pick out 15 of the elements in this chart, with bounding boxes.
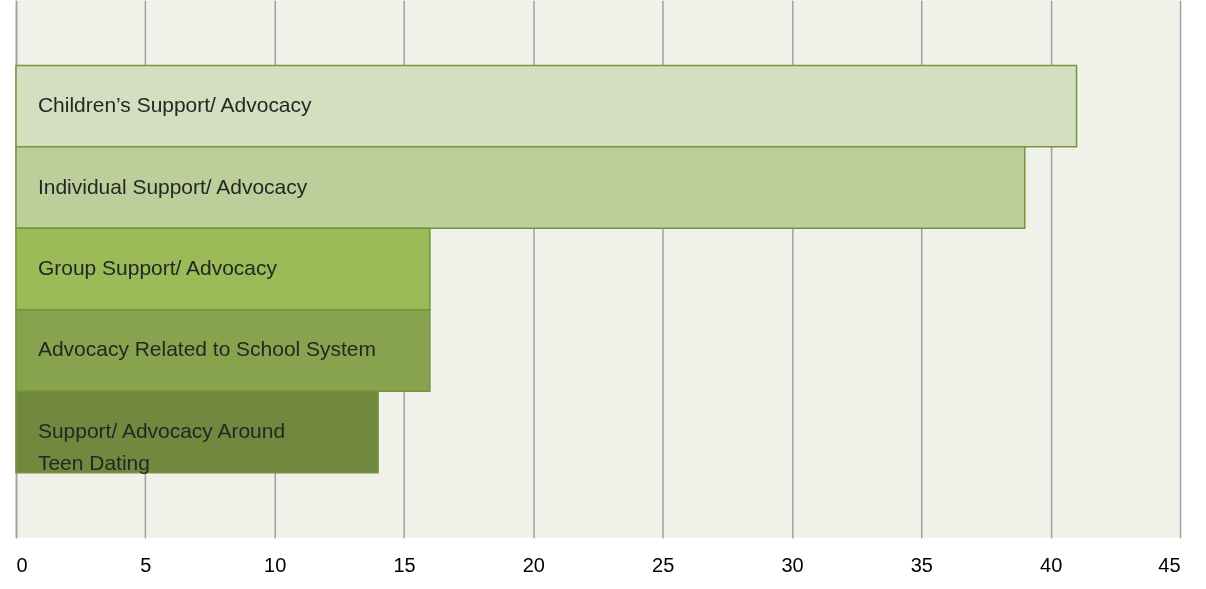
x-tick-label: 40 <box>1040 554 1063 577</box>
y-tick-label: Individual Support/ Advocacy <box>37 174 308 198</box>
y-tick-label: Children’s Support/ Advocacy <box>37 93 313 117</box>
x-tick-label: 5 <box>140 554 152 577</box>
x-tick-label: 10 <box>264 554 287 577</box>
x-tick-label: 35 <box>910 554 933 577</box>
x-tick-label: 15 <box>393 554 416 577</box>
x-tick-label: 30 <box>781 554 804 577</box>
x-tick-label: 45 <box>1158 554 1181 577</box>
y-tick-label: Support/ Advocacy Around Teen Dating <box>37 418 286 474</box>
y-tick-label: Advocacy Related to School System <box>37 337 376 361</box>
x-tick-label: 0 <box>16 554 28 577</box>
y-tick-label: Group Support/ Advocacy <box>37 256 278 280</box>
x-tick-label: 20 <box>522 554 545 577</box>
x-tick-label: 25 <box>652 554 675 577</box>
